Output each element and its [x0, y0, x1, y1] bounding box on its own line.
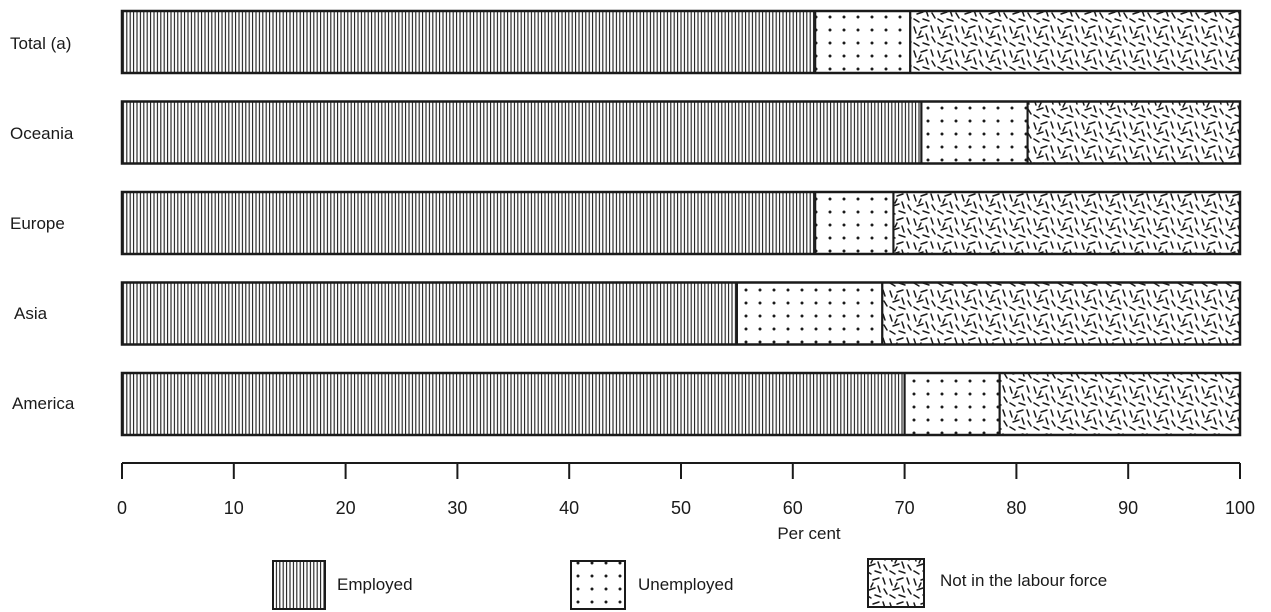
x-tick-label: 70: [895, 498, 915, 518]
category-label: America: [12, 394, 75, 413]
category-label: Asia: [14, 304, 48, 323]
x-tick-label: 100: [1225, 498, 1255, 518]
bar-segment-employed-asia: [121, 281, 738, 346]
x-tick-label: 0: [117, 498, 127, 518]
bars: [120, 9, 1242, 437]
bar-segment-not-in-the-labour-force-oceania: [1026, 100, 1241, 165]
bar-outline-total-a: [120, 9, 1242, 75]
x-tick-label: 60: [783, 498, 803, 518]
bar-segment-not-in-the-labour-force-total-a: [909, 10, 1241, 74]
x-tick-label: 20: [336, 498, 356, 518]
category-label: Europe: [10, 214, 65, 233]
legend-label-unemployed: Unemployed: [638, 575, 733, 594]
legend-swatch-unemployed: [570, 560, 626, 610]
x-tick-label: 40: [559, 498, 579, 518]
bar-segment-not-in-the-labour-force-america: [998, 372, 1241, 436]
bar-segment-unemployed-europe: [814, 191, 895, 255]
bar-outline-asia: [120, 281, 1242, 346]
bar-segment-unemployed-total-a: [814, 10, 912, 74]
x-tick-label: 30: [447, 498, 467, 518]
bar-segment-employed-oceania: [121, 100, 923, 165]
bar-outline-europe: [120, 190, 1242, 256]
category-labels: Total (a) Oceania Europe Asia America: [10, 34, 75, 413]
category-label: Total (a): [10, 34, 71, 53]
x-axis-title: Per cent: [777, 524, 841, 543]
x-axis: 0 10 20 30 40 50 60 70 80 90 100 Per cent: [117, 462, 1255, 543]
x-tick-label: 80: [1006, 498, 1026, 518]
legend-swatch-not-in-labour-force: [867, 558, 925, 608]
legend: Employed Unemployed Not in the labour fo…: [272, 558, 1107, 610]
bar-outline-america: [120, 371, 1242, 437]
bar-segment-unemployed-asia: [735, 281, 884, 346]
bar-segment-not-in-the-labour-force-asia: [881, 281, 1241, 346]
category-label: Oceania: [10, 124, 74, 143]
legend-swatch-employed: [272, 560, 326, 610]
x-tick-label: 50: [671, 498, 691, 518]
bar-segment-employed-america: [121, 372, 906, 436]
legend-label-employed: Employed: [337, 575, 413, 594]
x-tick-label: 10: [224, 498, 244, 518]
bar-segment-unemployed-america: [903, 372, 1001, 436]
bar-outline-oceania: [120, 100, 1242, 165]
x-tick-label: 90: [1118, 498, 1138, 518]
bar-segment-not-in-the-labour-force-europe: [892, 191, 1241, 255]
bar-segment-unemployed-oceania: [920, 100, 1029, 165]
bar-segment-employed-europe: [121, 191, 817, 255]
bar-segment-employed-total-a: [121, 10, 817, 74]
legend-label-not-in-labour-force: Not in the labour force: [940, 571, 1107, 590]
